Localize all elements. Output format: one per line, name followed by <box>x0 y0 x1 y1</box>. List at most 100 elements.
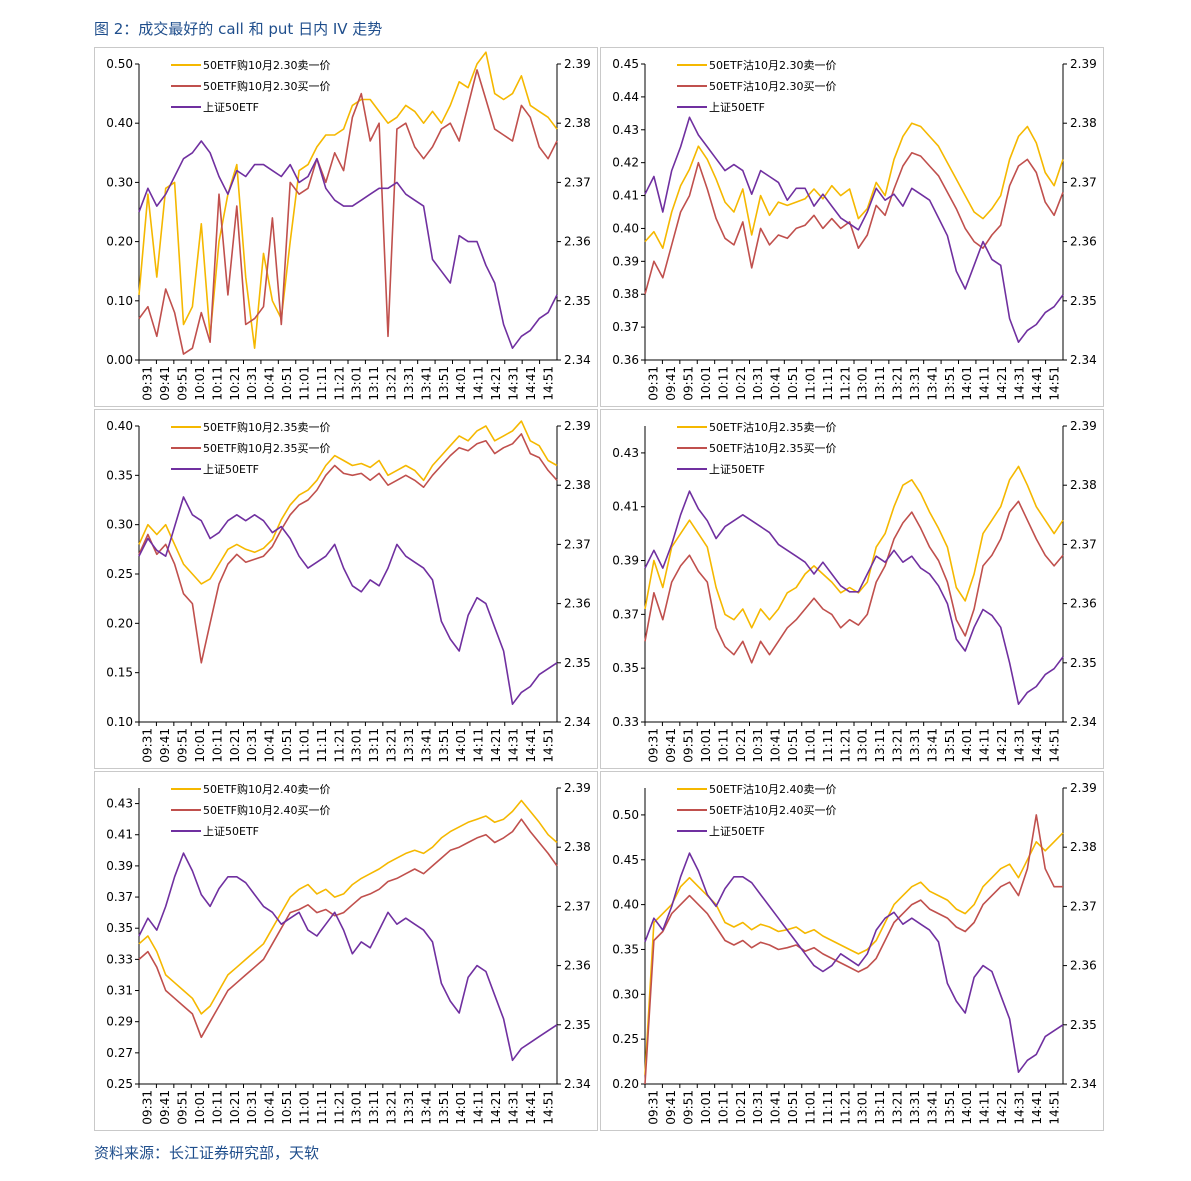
y-tick-label: 0.20 <box>106 616 133 630</box>
y2-tick-label: 2.35 <box>1070 1018 1097 1032</box>
chart-panel-2: 0.36 0.37 0.38 0.39 0.40 0.41 0.42 0.43 0.44 0.45… <box>600 47 1104 407</box>
x-tick-label: 09:51 <box>682 1090 696 1125</box>
x-tick-label: 13:31 <box>402 1090 416 1125</box>
x-tick-label: 14:31 <box>1012 366 1026 401</box>
x-tick-label: 10:51 <box>280 728 294 763</box>
x-tick-label: 10:11 <box>210 366 224 401</box>
x-tick-label: 11:21 <box>838 366 852 401</box>
y2-tick-label: 2.34 <box>564 353 591 367</box>
x-tick-label: 13:31 <box>402 366 416 401</box>
x-tick-label: 11:01 <box>803 728 817 763</box>
chart-panel-5: 0.25 0.27 0.29 0.31 0.33 0.35 0.37 0.39 0.41 0.43… <box>94 771 598 1131</box>
y2-tick-label: 2.38 <box>1070 116 1097 130</box>
legend-label-3: 上证50ETF <box>709 463 765 476</box>
y-tick-label: 0.43 <box>612 123 639 137</box>
x-tick-label: 14:51 <box>1047 366 1061 401</box>
x-tick-label: 11:21 <box>332 366 346 401</box>
x-tick-label: 10:41 <box>769 1090 783 1125</box>
x-tick-label: 11:01 <box>297 1090 311 1125</box>
x-tick-label: 13:31 <box>402 728 416 763</box>
x-tick-label: 09:41 <box>664 1090 678 1125</box>
x-tick-label: 14:31 <box>1012 1090 1026 1125</box>
x-tick-label: 10:11 <box>716 1090 730 1125</box>
x-tick-label: 14:41 <box>524 1090 538 1125</box>
y-tick-label: 0.40 <box>612 221 639 235</box>
y-tick-label: 0.40 <box>106 419 133 433</box>
y2-tick-label: 2.37 <box>1070 537 1097 551</box>
x-tick-label: 11:01 <box>297 366 311 401</box>
series-line-1 <box>138 799 558 1015</box>
y-tick-label: 0.39 <box>612 554 639 568</box>
x-tick-label: 13:51 <box>943 1090 957 1125</box>
x-tick-label: 14:01 <box>454 1090 468 1125</box>
y2-tick-label: 2.39 <box>564 781 591 795</box>
y2-tick-label: 2.36 <box>1070 959 1097 973</box>
series-line-3 <box>644 490 1064 706</box>
x-tick-label: 11:21 <box>332 728 346 763</box>
series-line-1 <box>644 832 1064 1076</box>
legend-label-1: 50ETF购10月2.35卖一价 <box>203 420 330 434</box>
x-tick-label: 13:31 <box>908 728 922 763</box>
y2-tick-label: 2.34 <box>564 715 591 729</box>
x-tick-label: 10:31 <box>751 728 765 763</box>
legend-label-2: 50ETF购10月2.40买一价 <box>203 803 330 817</box>
x-tick-label: 13:51 <box>437 366 451 401</box>
y-tick-label: 0.25 <box>106 1077 133 1091</box>
x-tick-label: 14:31 <box>506 728 520 763</box>
legend-label-1: 50ETF沽10月2.35卖一价 <box>709 421 836 434</box>
series-line-3 <box>138 140 558 350</box>
x-tick-label: 09:41 <box>158 728 172 763</box>
y-tick-label: 0.41 <box>106 828 133 842</box>
x-tick-label: 14:51 <box>541 728 555 763</box>
x-tick-label: 10:21 <box>228 366 242 401</box>
x-tick-label: 14:11 <box>472 728 486 763</box>
legend-label-2: 50ETF购10月2.30买一价 <box>203 79 330 93</box>
x-tick-label: 10:21 <box>734 366 748 401</box>
x-tick-label: 09:31 <box>141 366 155 401</box>
x-tick-label: 09:41 <box>158 1090 172 1125</box>
y-tick-label: 0.31 <box>106 984 133 998</box>
x-tick-label: 11:21 <box>838 728 852 763</box>
x-tick-label: 09:31 <box>141 728 155 763</box>
y-tick-label: 0.10 <box>106 715 133 729</box>
legend-label-3: 上证50ETF <box>203 825 259 838</box>
series-line-3 <box>138 496 558 706</box>
x-tick-label: 14:21 <box>489 728 503 763</box>
series-line-3 <box>644 116 1064 344</box>
x-tick-label: 10:31 <box>245 366 259 401</box>
y-tick-label: 0.42 <box>612 156 639 170</box>
x-tick-label: 13:01 <box>856 1090 870 1125</box>
y2-tick-label: 2.37 <box>564 899 591 913</box>
y2-tick-label: 2.35 <box>1070 294 1097 308</box>
x-tick-label: 09:31 <box>647 1090 661 1125</box>
x-tick-label: 10:21 <box>734 728 748 763</box>
x-tick-label: 09:51 <box>176 1090 190 1125</box>
series-line-3 <box>138 852 558 1062</box>
x-tick-label: 10:51 <box>280 1090 294 1125</box>
x-tick-label: 13:21 <box>891 366 905 401</box>
y2-tick-label: 2.37 <box>1070 899 1097 913</box>
series-line-2 <box>644 500 1064 664</box>
x-tick-label: 14:11 <box>472 366 486 401</box>
x-tick-label: 09:51 <box>176 728 190 763</box>
x-tick-label: 10:11 <box>210 728 224 763</box>
x-tick-label: 10:01 <box>193 728 207 763</box>
y2-tick-label: 2.39 <box>1070 419 1097 433</box>
legend-label-2: 50ETF沽10月2.30买一价 <box>709 80 836 93</box>
x-tick-label: 11:01 <box>803 366 817 401</box>
series-line-1 <box>644 465 1064 629</box>
x-tick-label: 14:41 <box>524 728 538 763</box>
chart-svg-5: 0.25 0.27 0.29 0.31 0.33 0.35 0.37 0.39 0.41 0.43… <box>106 781 591 1125</box>
x-tick-label: 13:11 <box>367 728 381 763</box>
x-tick-label: 13:01 <box>856 728 870 763</box>
figure-title: 图 2：成交最好的 call 和 put 日内 IV 走势 <box>94 20 383 38</box>
x-tick-label: 13:01 <box>350 1090 364 1125</box>
x-tick-label: 10:01 <box>193 1090 207 1125</box>
y-tick-label: 0.20 <box>106 235 133 249</box>
x-tick-label: 14:21 <box>995 366 1009 401</box>
y2-tick-label: 2.39 <box>1070 57 1097 71</box>
x-tick-label: 10:51 <box>280 366 294 401</box>
x-tick-label: 11:21 <box>332 1090 346 1125</box>
x-tick-label: 11:21 <box>838 1090 852 1125</box>
x-tick-label: 14:31 <box>506 366 520 401</box>
